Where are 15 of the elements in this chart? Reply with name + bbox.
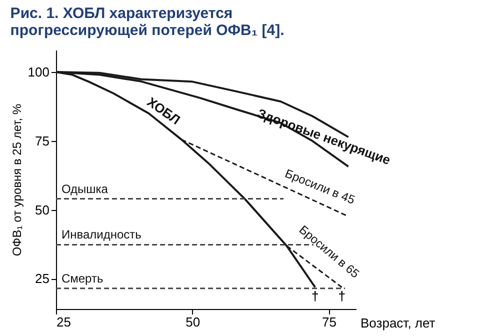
x-tick-label: 25 <box>56 314 71 330</box>
y-tick-label: 50 <box>35 202 50 218</box>
y-tick-label: 25 <box>35 271 50 286</box>
annotation: Одышка <box>61 182 108 196</box>
y-axis-title: ОФВ₁ от уровня в 25 лет, % <box>10 104 24 256</box>
x-tick-label: 75 <box>322 314 336 330</box>
annotation: Смерть <box>61 272 104 286</box>
y-tick-label: 100 <box>28 64 50 80</box>
x-tick-label: 50 <box>186 314 200 330</box>
x-axis-title: Возраст, лет <box>360 316 436 330</box>
annotation: Инвалидность <box>61 228 142 242</box>
chart-title: Рис. 1. ХОБЛ характеризуется прогрессирующей потерей ОФВ₁ [4]. <box>10 5 284 39</box>
y-tick-label: 75 <box>35 133 50 148</box>
annotation: † <box>338 288 346 304</box>
annotation: † <box>311 288 319 304</box>
